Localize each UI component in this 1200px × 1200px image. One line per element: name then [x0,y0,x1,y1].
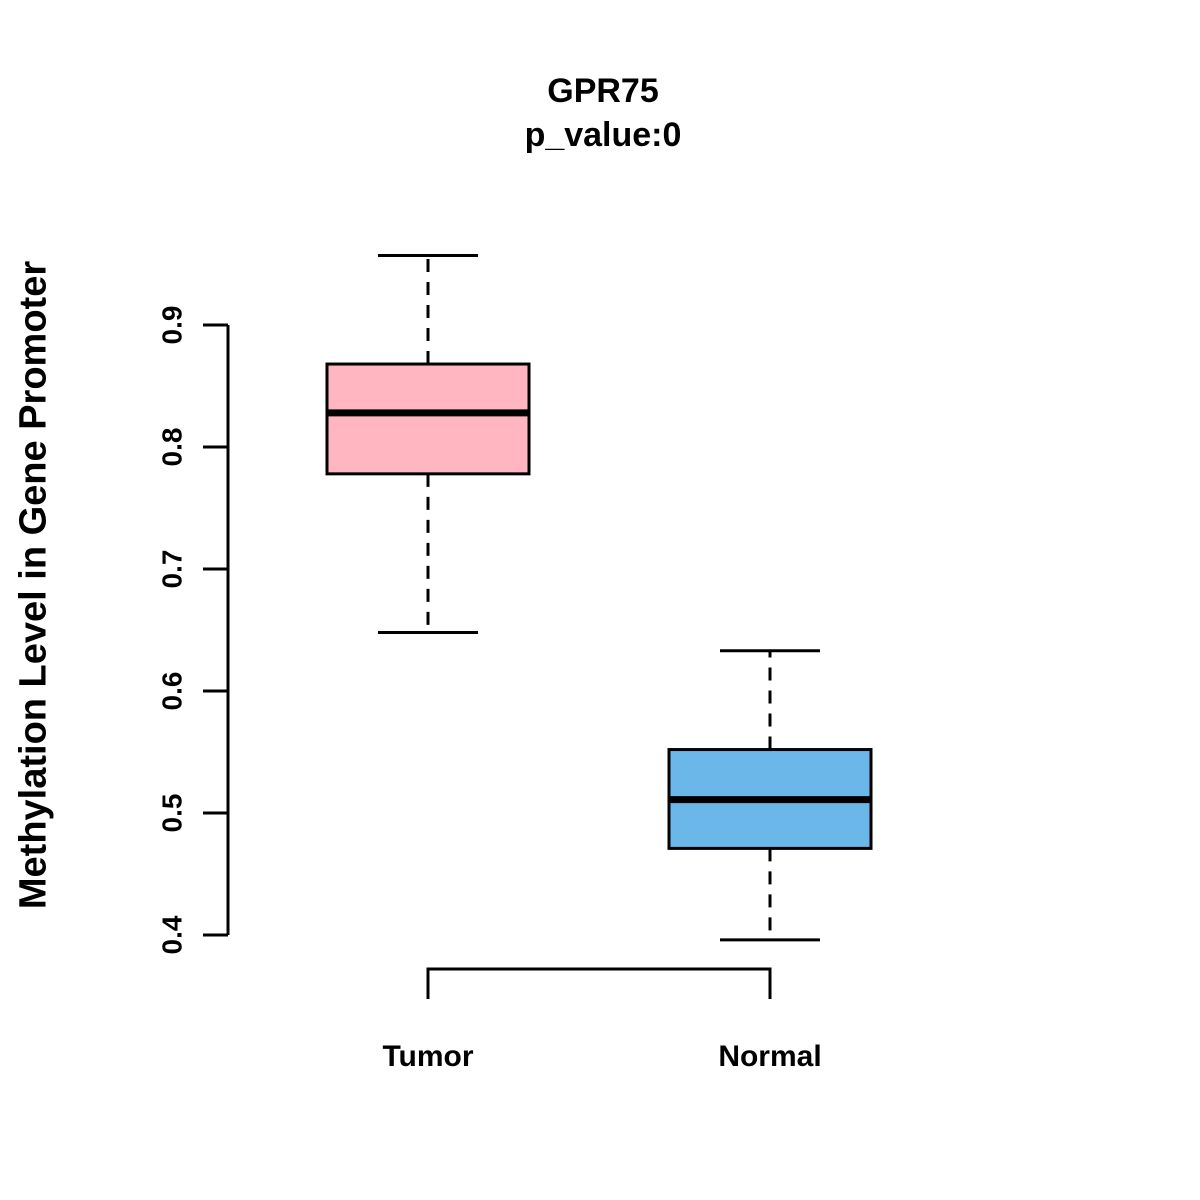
y-tick-label: 0.8 [157,428,188,467]
y-tick-label: 0.9 [157,306,188,345]
category-label-tumor: Tumor [382,1040,474,1073]
x-axis-bracket [426,967,772,999]
chart-title: GPR75 [547,72,659,110]
y-tick-label: 0.4 [157,915,188,954]
y-tick-label: 0.5 [157,794,188,833]
y-tick-label: 0.7 [157,550,188,589]
chart-subtitle: p_value:0 [524,116,682,154]
y-tick-label: 0.6 [157,672,188,711]
box-tumor [325,362,531,476]
category-label-normal: Normal [718,1040,822,1073]
